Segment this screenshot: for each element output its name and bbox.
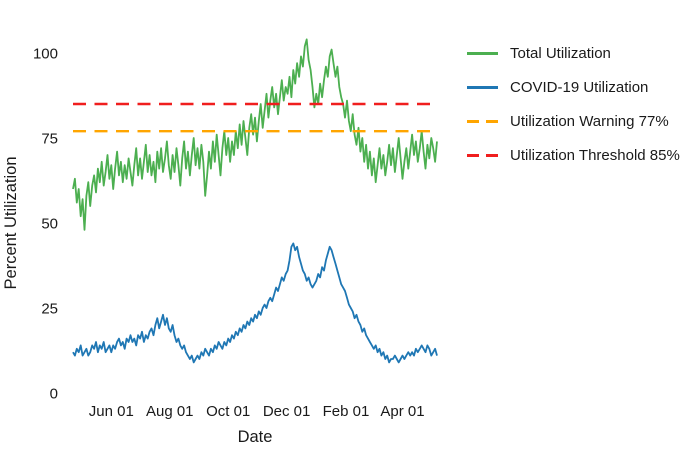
x-tick-label: Feb 01: [323, 403, 370, 420]
legend-item-covid-utilization: COVID-19 Utilization: [467, 77, 680, 97]
x-tick-label: Oct 01: [206, 403, 250, 420]
x-axis-tick-labels: Jun 01 Aug 01 Oct 01 Dec 01 Feb 01 Apr 01: [89, 403, 425, 420]
x-tick-label: Aug 01: [146, 403, 194, 420]
x-tick-label: Dec 01: [263, 403, 311, 420]
covid-utilization-swatch-icon: [467, 85, 498, 89]
legend-label: Utilization Threshold 85%: [510, 146, 680, 164]
y-tick-label: 75: [41, 131, 58, 148]
legend: Total Utilization COVID-19 Utilization U…: [467, 43, 680, 165]
utilization-threshold-swatch-icon: [467, 153, 498, 157]
y-tick-label: 50: [41, 216, 58, 233]
y-axis-tick-labels: 0 25 50 75 100: [33, 46, 58, 403]
legend-item-utilization-warning: Utilization Warning 77%: [467, 111, 680, 131]
x-tick-label: Apr 01: [380, 403, 424, 420]
utilization-warning-swatch-icon: [467, 119, 498, 123]
y-axis-title: Percent Utilization: [2, 157, 20, 290]
total-utilization-line: [72, 38, 438, 231]
legend-label: Utilization Warning 77%: [510, 112, 669, 130]
data-series-lines: [72, 38, 438, 364]
legend-item-utilization-threshold: Utilization Threshold 85%: [467, 145, 680, 165]
y-tick-label: 100: [33, 46, 58, 63]
x-axis-title: Date: [238, 428, 273, 446]
x-tick-label: Jun 01: [89, 403, 134, 420]
covid-19-utilization-line: [72, 242, 438, 364]
reference-threshold-lines: [73, 102, 437, 133]
total-utilization-swatch-icon: [467, 51, 498, 55]
legend-label: Total Utilization: [510, 44, 611, 62]
legend-label: COVID-19 Utilization: [510, 78, 649, 96]
y-tick-label: 0: [50, 386, 58, 403]
legend-item-total-utilization: Total Utilization: [467, 43, 680, 63]
y-tick-label: 25: [41, 301, 58, 318]
